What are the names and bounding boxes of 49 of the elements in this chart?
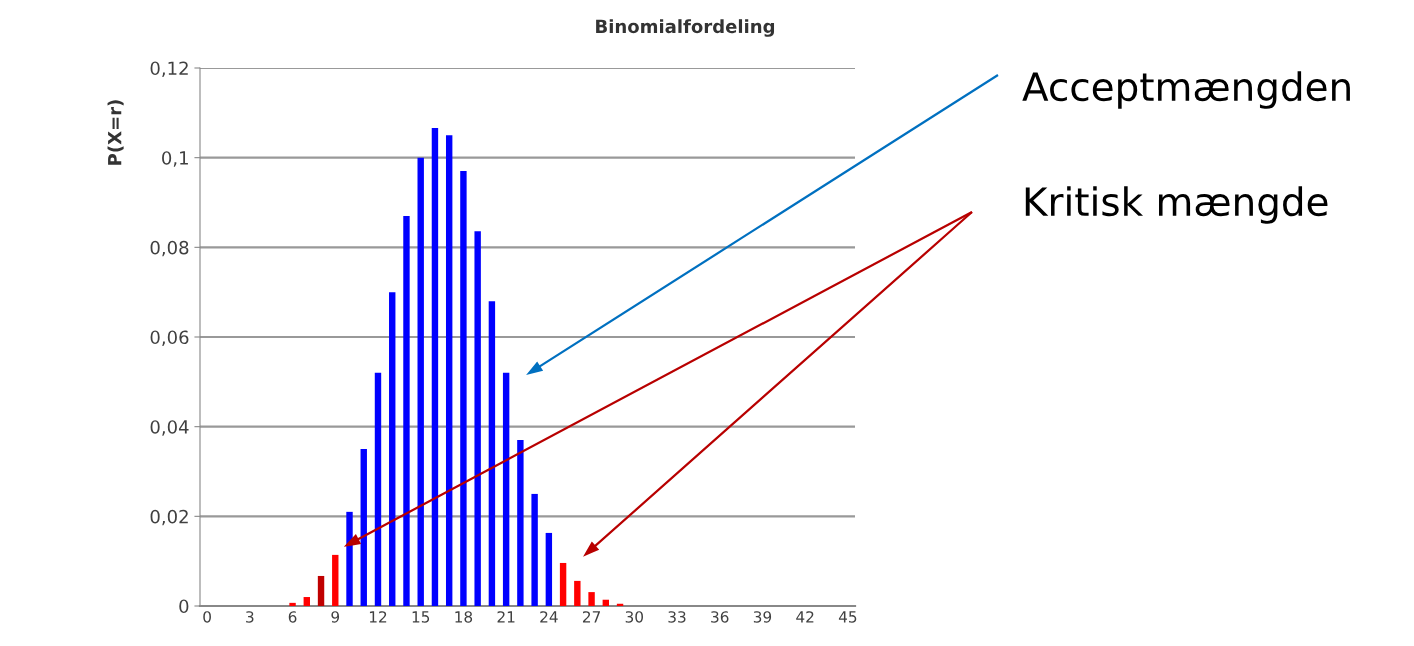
y-tick-label: 0,08 (150, 240, 189, 257)
bar (531, 493, 538, 606)
x-tick-label: 6 (288, 611, 297, 623)
x-tick-label: 15 (412, 611, 430, 623)
bar (574, 580, 581, 606)
x-tick-label: 33 (668, 611, 686, 623)
y-tick-label: 0,02 (150, 509, 188, 526)
x-tick-label: 30 (625, 611, 643, 623)
bar (474, 231, 481, 606)
x-tick-label: 42 (796, 611, 814, 623)
bar (502, 372, 510, 606)
bar (545, 532, 553, 606)
bar (332, 554, 339, 606)
x-tick-label: 24 (540, 611, 558, 623)
bar (389, 292, 396, 606)
y-tick-label: 0,12 (150, 61, 188, 77)
bar (303, 597, 310, 606)
bar (488, 301, 496, 606)
x-tick-label: 36 (711, 611, 729, 623)
text: Kritisk mængde (1025, 186, 1328, 224)
bar (317, 575, 325, 606)
bar (602, 599, 610, 606)
x-tick-label: 12 (369, 611, 387, 623)
y-tick-label: 0,1 (162, 151, 188, 167)
x-tick-label: 0 (203, 611, 211, 623)
bar (417, 157, 424, 606)
y-axis-title: P(X=r) (107, 100, 124, 165)
x-tick-label: 18 (455, 611, 473, 623)
bar (517, 440, 524, 606)
bar (460, 171, 467, 606)
x-tick-label: 9 (331, 611, 340, 623)
x-tick-label: 45 (838, 611, 857, 623)
y-tick-label: 0,04 (150, 420, 189, 436)
y-tick-label: 0,06 (150, 330, 189, 346)
chart-title: Binomialfordeling (596, 19, 775, 37)
bar (403, 215, 410, 606)
bar (445, 135, 453, 606)
bar (289, 602, 296, 606)
bar (346, 511, 353, 606)
x-tick-label: 21 (497, 611, 515, 623)
text: Acceptmængden (1022, 71, 1350, 109)
x-tick-label: 27 (582, 611, 600, 623)
bar (360, 449, 367, 606)
bar (431, 128, 439, 606)
bar (374, 372, 382, 606)
x-tick-label: 3 (246, 611, 254, 623)
bar (559, 562, 567, 606)
x-tick-label: 39 (753, 611, 772, 623)
bar (588, 592, 595, 606)
